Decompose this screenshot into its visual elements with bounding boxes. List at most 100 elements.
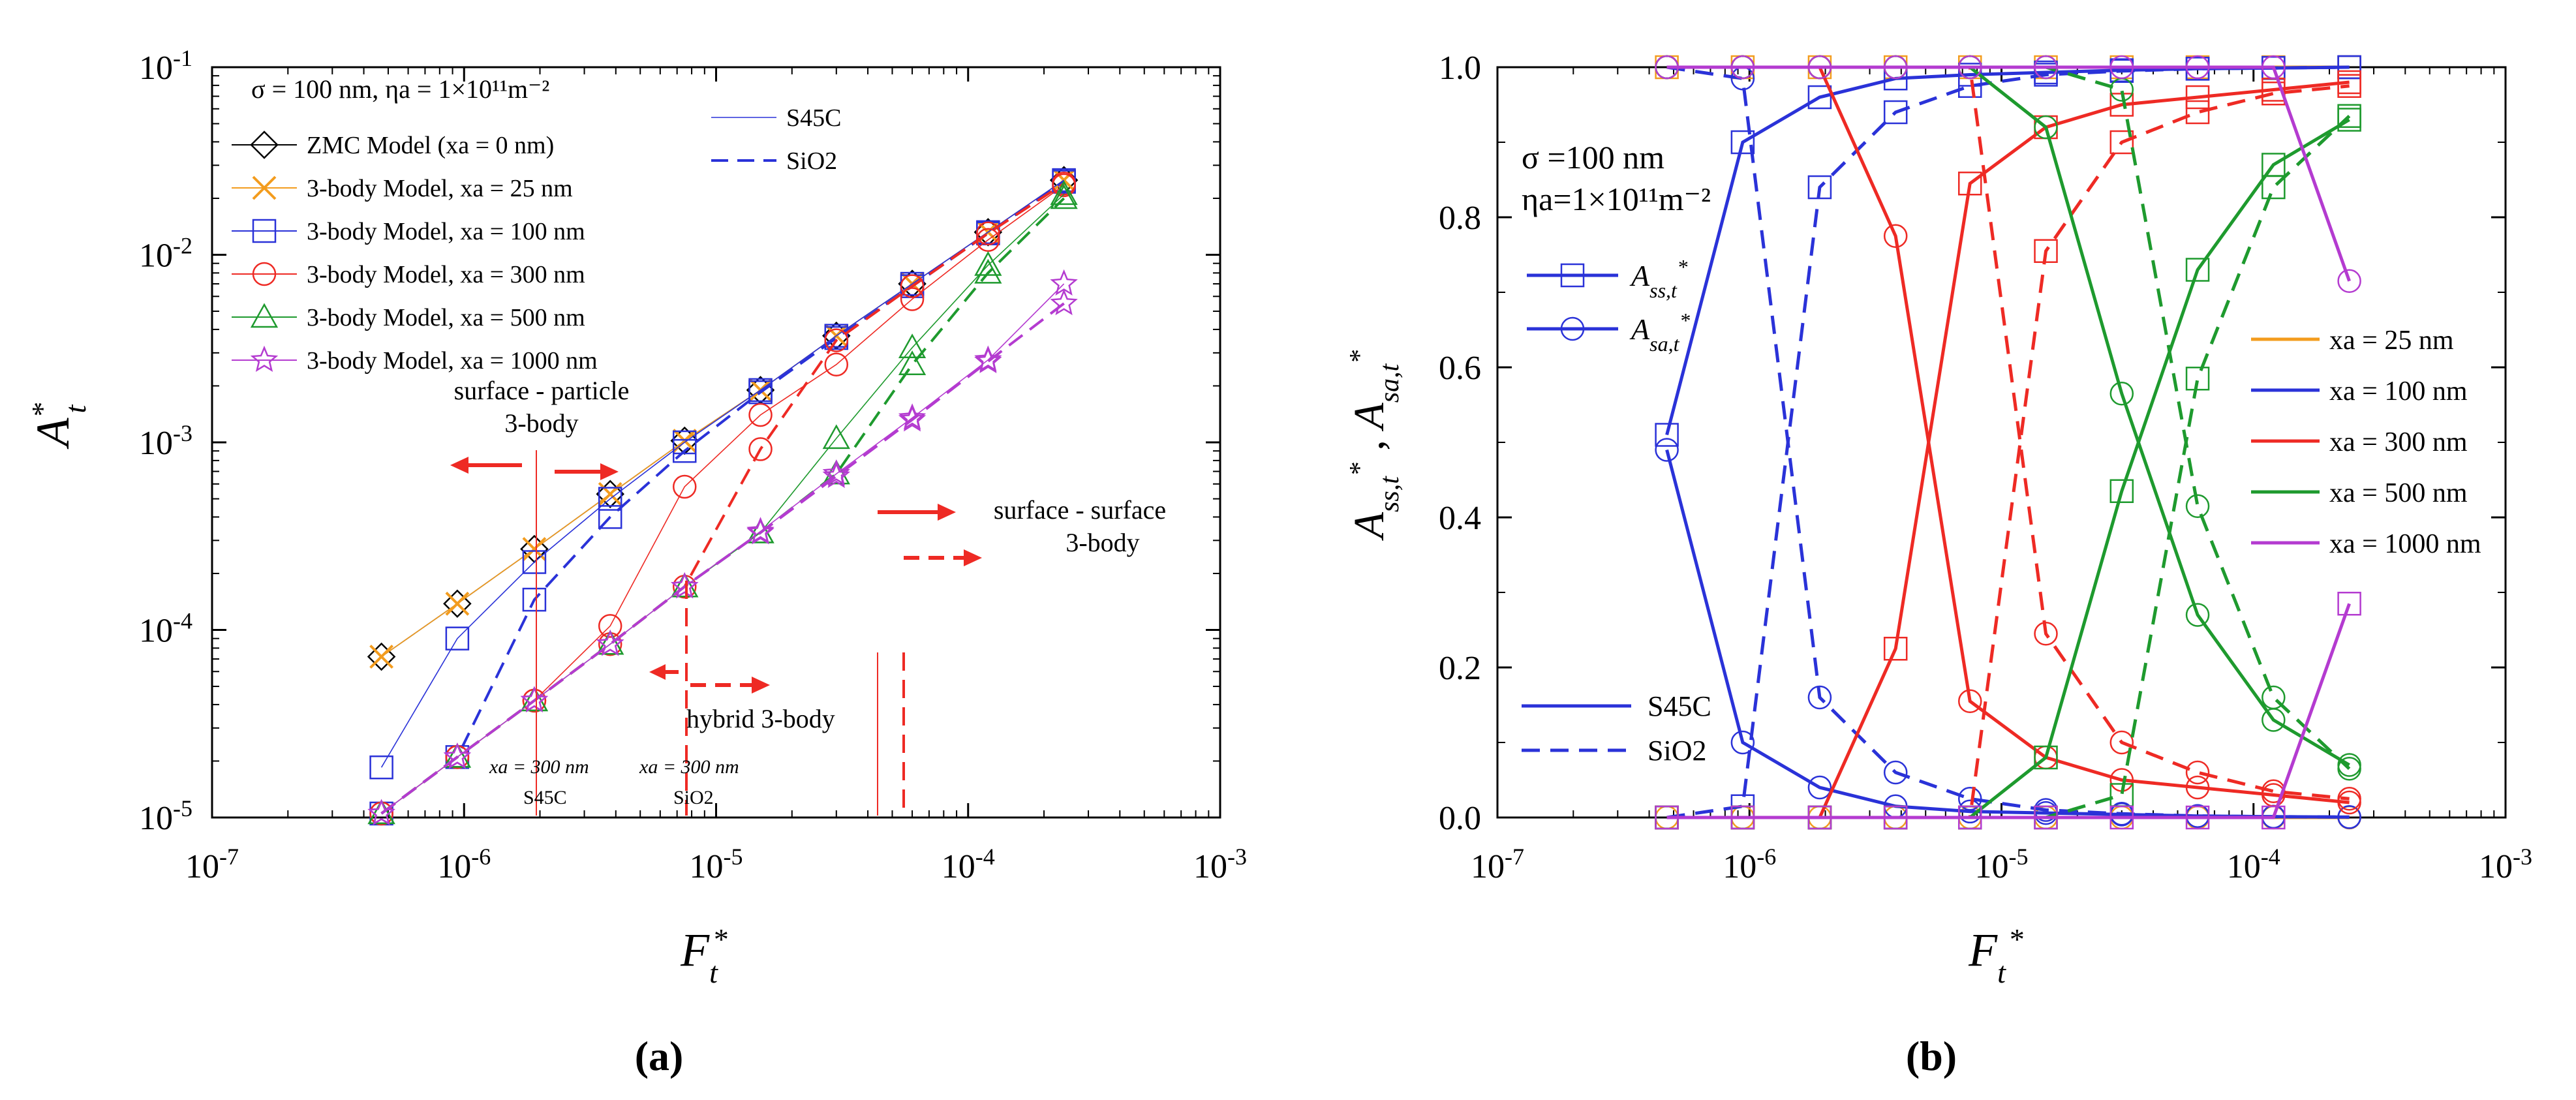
- a-legend-label: 3-body Model, xa = 25 nm: [307, 175, 573, 202]
- b-data-point: [2109, 130, 2134, 155]
- b-legend-label: xa = 1000 nm: [2329, 529, 2481, 559]
- a-x-tick-label: 10-7: [185, 844, 239, 885]
- surface-surface-label: surface - surface: [994, 495, 1166, 525]
- b-marker-legend-marker: [1560, 263, 1585, 288]
- a-data-point: [367, 799, 395, 825]
- a-data-point: [1052, 168, 1077, 192]
- a-legend-label: 3-body Model, xa = 300 nm: [307, 261, 585, 288]
- panel-a: 10-7 10-6 10-5 10-4 10-3 10-5 10-4 10-3 10-2 10-1…: [25, 45, 1248, 1079]
- a-data-point: [672, 438, 697, 463]
- b-data-point: [1807, 685, 1832, 710]
- panel-b-y-axis-title: Ass,t* , Asa,t*: [1345, 349, 1405, 542]
- panel-a-label: (a): [635, 1033, 684, 1079]
- a-data-point: [367, 642, 396, 671]
- hybrid-label: hybrid 3-body: [686, 704, 835, 733]
- b-legend-label: xa = 100 nm: [2329, 376, 2468, 406]
- panel-a-ticks: 10-7 10-6 10-5 10-4 10-3 10-5 10-4 10-3 10-2 10-1: [139, 45, 1247, 885]
- b-data-point: [2185, 775, 2210, 800]
- a-data-point: [1050, 180, 1078, 206]
- b-data-point: [2337, 269, 2361, 293]
- b-data-point: [2109, 805, 2134, 830]
- a-legend-label: 3-body Model, xa = 500 nm: [307, 304, 585, 331]
- a-series-line: [380, 302, 1065, 815]
- b-marker-legend-label: Asa,t*: [1629, 309, 1691, 356]
- b-y-tick-label: 0.4: [1439, 500, 1481, 537]
- a-legend-marker: [252, 176, 277, 200]
- panel-b-series: [1655, 55, 2361, 830]
- a-legend-marker: [250, 345, 279, 373]
- b-data-point: [2185, 367, 2210, 391]
- b-series-line: [1666, 65, 2350, 819]
- a-data-point: [522, 587, 547, 612]
- b-data-point: [2337, 74, 2361, 98]
- a-data-point: [746, 518, 774, 545]
- b-data-point: [2262, 82, 2286, 106]
- a-data-point: [898, 405, 927, 432]
- a-series-line: [380, 180, 1065, 815]
- b-data-point: [1730, 130, 1755, 155]
- a-data-point: [824, 328, 849, 352]
- a-data-point: [671, 572, 699, 598]
- b-series-line: [1666, 65, 2350, 819]
- a-data-point: [1050, 184, 1078, 209]
- a-data-point: [974, 258, 1002, 284]
- b-data-point: [1807, 805, 1832, 830]
- a-legend-label: 3-body Model, xa = 100 nm: [307, 218, 585, 245]
- b-data-point: [1883, 760, 1908, 785]
- a-data-point: [520, 686, 549, 712]
- b-data-point: [2185, 258, 2210, 282]
- b-data-point: [2034, 805, 2058, 830]
- b-data-point: [1957, 689, 1982, 713]
- b-data-point: [2109, 730, 2134, 755]
- b-series-line: [1666, 65, 2350, 801]
- a-data-point: [671, 572, 699, 599]
- surface-particle-label-2: 3-body: [504, 408, 578, 438]
- a-data-point: [672, 474, 697, 499]
- b-data-point: [1730, 55, 1755, 80]
- b-data-point: [2185, 55, 2210, 80]
- b-data-point: [2109, 382, 2134, 406]
- a-data-point: [443, 589, 472, 619]
- a-y-tick-label: 10-5: [139, 795, 192, 837]
- b-data-point: [2337, 104, 2361, 128]
- panel-b-label: (b): [1906, 1033, 1957, 1079]
- b-data-point: [1655, 438, 1679, 462]
- b-data-point: [2109, 479, 2134, 503]
- panel-b-eta: ηa=1×10¹¹m⁻²: [1522, 181, 1711, 217]
- panel-b: 10-7 10-6 10-5 10-4 10-3 0.0 0.2 0.4 0.6 0.8 1.0 A…: [1345, 50, 2532, 1079]
- b-data-point: [1883, 224, 1908, 248]
- a-data-point: [1050, 288, 1078, 316]
- a-legend-label: ZMC Model (xa = 0 nm): [307, 132, 554, 159]
- b-data-point: [1883, 805, 1908, 830]
- xa300-s45c-material: S45C: [523, 787, 567, 808]
- a-data-point: [598, 481, 622, 506]
- a-y-tick-label: 10-1: [139, 45, 192, 87]
- panel-a-x-axis-title: Ft*: [680, 923, 729, 989]
- b-data-point: [2337, 55, 2361, 80]
- arrows: [450, 457, 982, 694]
- a-line-legend-label: S45C: [786, 104, 841, 132]
- a-series-line: [380, 179, 1065, 768]
- b-data-point: [2337, 787, 2361, 811]
- b-legend-label: xa = 25 nm: [2329, 326, 2454, 356]
- b-series-line: [1666, 65, 2351, 282]
- b-data-point: [2034, 239, 2058, 263]
- b-data-point: [2337, 757, 2361, 781]
- arrow-right-dashed-2-head: [964, 549, 982, 566]
- a-data-point: [900, 274, 925, 298]
- a-data-point: [898, 350, 927, 375]
- b-data-point: [2262, 685, 2286, 710]
- b-data-point: [2185, 760, 2210, 785]
- b-data-point: [2185, 85, 2210, 110]
- a-legend-label: 3-body Model, xa = 1000 nm: [307, 347, 598, 374]
- a-legend-marker: [250, 130, 279, 159]
- b-data-point: [2109, 55, 2134, 80]
- b-data-point: [2262, 779, 2286, 803]
- b-material-legend-label: S45C: [1648, 690, 1711, 722]
- xa300-s45c-label: xa = 300 nm: [489, 756, 589, 778]
- b-data-point: [2034, 622, 2058, 646]
- xa300-sio2-material: SiO2: [673, 787, 714, 808]
- b-data-point: [2185, 805, 2210, 830]
- b-data-point: [1730, 730, 1755, 755]
